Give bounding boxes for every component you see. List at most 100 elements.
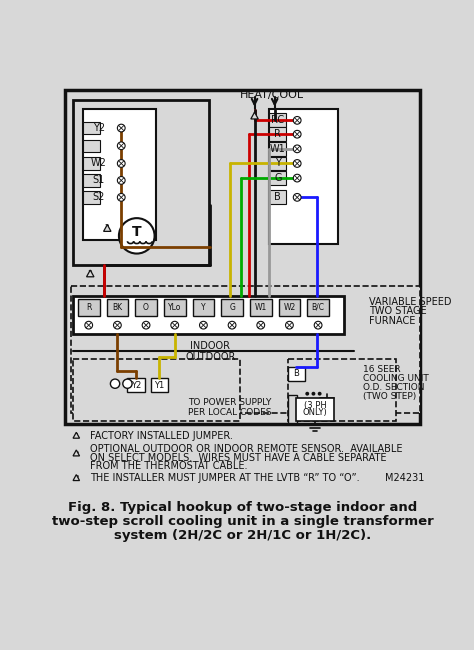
Text: PER LOCAL CODES: PER LOCAL CODES — [188, 408, 272, 417]
Text: 1: 1 — [74, 433, 79, 439]
Text: OUTDOOR: OUTDOOR — [185, 352, 236, 362]
Text: O.D. SECTION: O.D. SECTION — [363, 383, 425, 392]
Text: INDOOR: INDOOR — [191, 341, 230, 351]
Bar — [73, 99, 209, 265]
Text: W1: W1 — [255, 303, 267, 312]
Bar — [65, 90, 420, 424]
Text: S2: S2 — [92, 192, 105, 202]
Text: Fig. 8. Typical hookup of two-stage indoor and: Fig. 8. Typical hookup of two-stage indo… — [68, 501, 418, 514]
Text: Y1: Y1 — [154, 381, 164, 390]
Text: RC: RC — [271, 115, 284, 125]
Polygon shape — [104, 225, 111, 231]
Bar — [296, 398, 334, 421]
Bar — [73, 296, 345, 334]
Circle shape — [293, 194, 301, 202]
Bar — [71, 286, 419, 413]
Circle shape — [85, 321, 92, 329]
Text: S1: S1 — [92, 176, 105, 185]
Text: Y2: Y2 — [131, 381, 141, 390]
Polygon shape — [73, 474, 80, 480]
Polygon shape — [73, 432, 80, 438]
Circle shape — [318, 392, 321, 396]
Text: 3: 3 — [88, 270, 93, 279]
Bar — [268, 171, 285, 185]
Circle shape — [118, 194, 125, 202]
Circle shape — [118, 124, 125, 132]
Text: FACTORY INSTALLED JUMPER.: FACTORY INSTALLED JUMPER. — [90, 431, 233, 441]
Text: two-step scroll cooling unit in a single transformer: two-step scroll cooling unit in a single… — [52, 515, 434, 528]
Circle shape — [118, 142, 125, 150]
Circle shape — [228, 321, 236, 329]
Bar — [279, 299, 300, 316]
Circle shape — [311, 392, 315, 396]
Text: R: R — [274, 129, 281, 139]
Text: FURNACE: FURNACE — [369, 315, 416, 326]
Circle shape — [293, 145, 301, 153]
Bar — [268, 113, 285, 127]
Text: B/C: B/C — [311, 303, 325, 312]
Circle shape — [293, 174, 301, 182]
Text: ONLY): ONLY) — [302, 408, 328, 417]
Text: TO POWER SUPPLY: TO POWER SUPPLY — [188, 398, 272, 408]
Text: 1: 1 — [252, 112, 257, 121]
Text: OPTIONAL OUTDOOR OR INDOOR REMOTE SENSOR.  AVAILABLE: OPTIONAL OUTDOOR OR INDOOR REMOTE SENSOR… — [90, 444, 403, 454]
Text: system (2H/2C or 2H/1C or 1H/2C).: system (2H/2C or 2H/1C or 1H/2C). — [114, 529, 372, 542]
Bar — [82, 109, 156, 240]
Circle shape — [305, 392, 309, 396]
Text: W1: W1 — [270, 144, 286, 154]
Text: Y: Y — [275, 159, 281, 168]
Bar — [82, 174, 100, 187]
Text: G: G — [229, 303, 235, 312]
Circle shape — [293, 131, 301, 138]
Circle shape — [119, 218, 155, 254]
Circle shape — [285, 321, 293, 329]
Circle shape — [257, 321, 264, 329]
Bar — [82, 122, 100, 134]
Text: BK: BK — [112, 303, 122, 312]
Bar — [288, 359, 396, 421]
Text: B: B — [274, 192, 281, 202]
Bar — [73, 359, 240, 421]
Text: 16 SEER: 16 SEER — [363, 365, 401, 374]
Circle shape — [314, 321, 322, 329]
Bar — [221, 299, 243, 316]
Bar — [250, 299, 272, 316]
Bar — [288, 367, 305, 381]
Bar — [268, 190, 285, 204]
Bar — [107, 299, 128, 316]
Text: YLo: YLo — [168, 303, 182, 312]
Text: G: G — [274, 173, 282, 183]
Text: T: T — [132, 225, 142, 239]
Circle shape — [171, 321, 179, 329]
Text: 3: 3 — [74, 475, 79, 482]
Text: VARIABLE SPEED: VARIABLE SPEED — [369, 297, 452, 307]
Bar — [164, 299, 186, 316]
Text: HEAT/COOL: HEAT/COOL — [240, 90, 304, 100]
Circle shape — [110, 379, 120, 388]
Circle shape — [123, 379, 132, 388]
Text: M24231: M24231 — [385, 473, 424, 484]
Circle shape — [118, 177, 125, 184]
Text: FROM THE THERMOSTAT CABLE.: FROM THE THERMOSTAT CABLE. — [90, 461, 248, 471]
Text: Y2: Y2 — [93, 123, 105, 133]
Bar — [268, 109, 338, 244]
Circle shape — [293, 160, 301, 167]
Text: ON SELECT MODELS.  WIRES MUST HAVE A CABLE SEPARATE: ON SELECT MODELS. WIRES MUST HAVE A CABL… — [90, 452, 387, 463]
Bar — [192, 299, 214, 316]
Bar — [268, 127, 285, 141]
Text: W2: W2 — [91, 159, 107, 168]
Bar — [82, 140, 100, 152]
Bar — [82, 157, 100, 170]
Text: 2: 2 — [105, 224, 109, 233]
Bar — [268, 142, 285, 156]
Circle shape — [142, 321, 150, 329]
Text: B: B — [293, 369, 300, 378]
Bar — [128, 378, 145, 392]
Circle shape — [200, 321, 207, 329]
Bar — [268, 157, 285, 170]
Bar — [307, 299, 329, 316]
Text: R: R — [86, 303, 91, 312]
Circle shape — [118, 160, 125, 167]
Text: O: O — [143, 303, 149, 312]
Text: W2: W2 — [283, 303, 296, 312]
